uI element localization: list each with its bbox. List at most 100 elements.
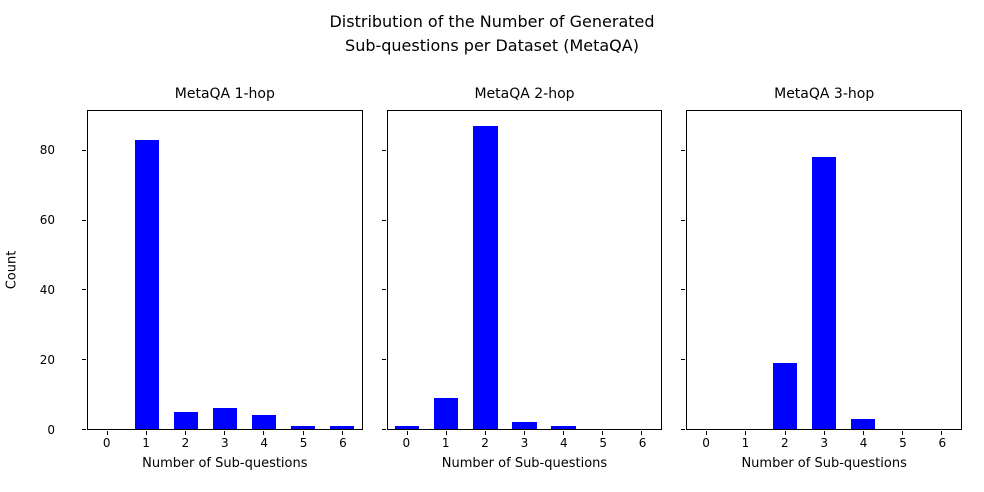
x-tick-label: 2 (780, 436, 789, 450)
x-tick-label: 5 (599, 436, 608, 450)
bar-x2 (173, 411, 198, 429)
x-tick-mark (523, 431, 525, 435)
x-axis-label: Number of Sub-questions (741, 456, 907, 471)
y-tick-label: 40 (39, 282, 55, 297)
x-tick-label: 4 (859, 436, 868, 450)
x-tick-mark (823, 431, 825, 435)
y-tick-mark (381, 289, 386, 291)
subplot-metaqa-1hop: MetaQA 1-hop 0 1 2 3 4 5 6 Number of Sub-quest… (82, 84, 363, 480)
y-axis-label: Count (4, 250, 20, 290)
y-tick-mark (82, 358, 86, 360)
plot-area (381, 110, 663, 435)
x-tick-mark (745, 431, 747, 435)
y-tick-mark (82, 289, 86, 291)
plot-area (681, 110, 962, 435)
bar-slot-x6 (922, 111, 961, 429)
x-tick-label: 0 (402, 436, 411, 450)
bar-slot-x5 (883, 111, 922, 429)
bar-slot-x6 (323, 111, 362, 429)
x-tick-label: 2 (181, 436, 190, 450)
bar-slot-x3 (505, 111, 544, 429)
x-tick-label: 0 (702, 436, 710, 450)
x-tick-mark (484, 431, 486, 435)
bar-slot-x0 (388, 111, 427, 429)
subplot-metaqa-2hop: MetaQA 2-hop 0 1 2 3 4 5 6 Number of Sub-quest… (381, 84, 663, 480)
x-tick-mark (302, 431, 304, 435)
bar-slot-x0 (687, 111, 726, 429)
x-tick-mark (563, 431, 565, 435)
subplot-metaqa-3hop: MetaQA 3-hop 0 1 2 3 4 5 6 Number of Sub-quest… (681, 84, 962, 480)
x-tick-labels: 0 1 2 3 4 5 6 (387, 430, 663, 456)
x-tick-mark (146, 431, 148, 435)
x-tick-labels: 0 1 2 3 4 5 6 (686, 430, 962, 456)
bar-x3 (212, 408, 237, 429)
bar-slot-x0 (88, 111, 127, 429)
x-tick-mark (940, 431, 942, 435)
y-tick-label: 80 (39, 142, 55, 157)
x-tick-mark (901, 431, 903, 435)
y-tick-mark (681, 219, 686, 221)
x-tick-mark (641, 431, 643, 435)
bar-x4 (551, 425, 576, 429)
x-axis-label: Number of Sub-questions (441, 456, 608, 471)
x-tick-mark (784, 431, 786, 435)
gutter-spacer (0, 84, 63, 110)
y-tick-mark (381, 428, 386, 430)
x-tick-label: 1 (142, 436, 150, 450)
x-tick-label: 2 (481, 436, 489, 450)
bar-slot-x3 (805, 111, 844, 429)
bar-slot-x2 (466, 111, 505, 429)
x-tick-mark (862, 431, 864, 435)
x-tick-label: 6 (938, 436, 947, 450)
x-tick-label: 3 (820, 436, 828, 450)
x-tick-mark (107, 431, 109, 435)
x-tick-label: 5 (299, 436, 308, 450)
y-tick-label: 0 (47, 423, 55, 437)
x-tick-label: 6 (638, 436, 647, 450)
y-tick-mark (681, 358, 686, 360)
bar-x4 (251, 415, 277, 429)
bar-x2 (772, 362, 798, 429)
y-tick-mark (82, 428, 86, 430)
x-tick-label: 0 (102, 436, 111, 450)
bar-x5 (290, 425, 316, 429)
y-tick-mark (381, 219, 386, 221)
x-tick-labels: 0 1 2 3 4 5 6 (87, 430, 363, 456)
bar-x0 (395, 425, 420, 429)
figure-title: Distribution of the Number of Generated … (329, 12, 655, 55)
x-tick-mark (445, 431, 447, 435)
x-tick-mark (263, 431, 265, 435)
y-tick-mark (381, 150, 386, 152)
x-tick-mark (185, 431, 187, 435)
subplot-title: MetaQA 3-hop (774, 86, 875, 102)
y-tick-mark (381, 358, 386, 360)
bar-slot-x1 (427, 111, 466, 429)
bar-x1 (434, 397, 459, 429)
x-tick-mark (224, 431, 226, 435)
y-tick-mark (681, 428, 686, 430)
y-tick-mark (82, 150, 86, 152)
y-tick-mark (681, 150, 686, 152)
bar-x3 (812, 157, 837, 429)
x-axis-label: Number of Sub-questions (142, 456, 308, 471)
bar-x2 (473, 126, 498, 429)
bar-x6 (329, 425, 355, 429)
x-tick-label: 1 (441, 436, 450, 450)
x-tick-mark (706, 431, 708, 435)
y-tick-label: 60 (39, 212, 55, 227)
bar-slot-x4 (544, 111, 583, 429)
x-tick-label: 4 (260, 436, 268, 450)
bar-slot-x5 (583, 111, 622, 429)
y-tick-label: 20 (39, 352, 55, 367)
x-tick-mark (406, 431, 408, 435)
bar-x3 (512, 422, 537, 429)
x-tick-label: 5 (899, 436, 907, 450)
bar-slot-x4 (844, 111, 883, 429)
subplot-title: MetaQA 1-hop (174, 86, 275, 102)
bar-slot-x1 (127, 111, 166, 429)
y-tick-mark (681, 289, 686, 291)
x-tick-mark (341, 431, 343, 435)
bar-slot-x5 (283, 111, 322, 429)
x-tick-mark (602, 431, 604, 435)
